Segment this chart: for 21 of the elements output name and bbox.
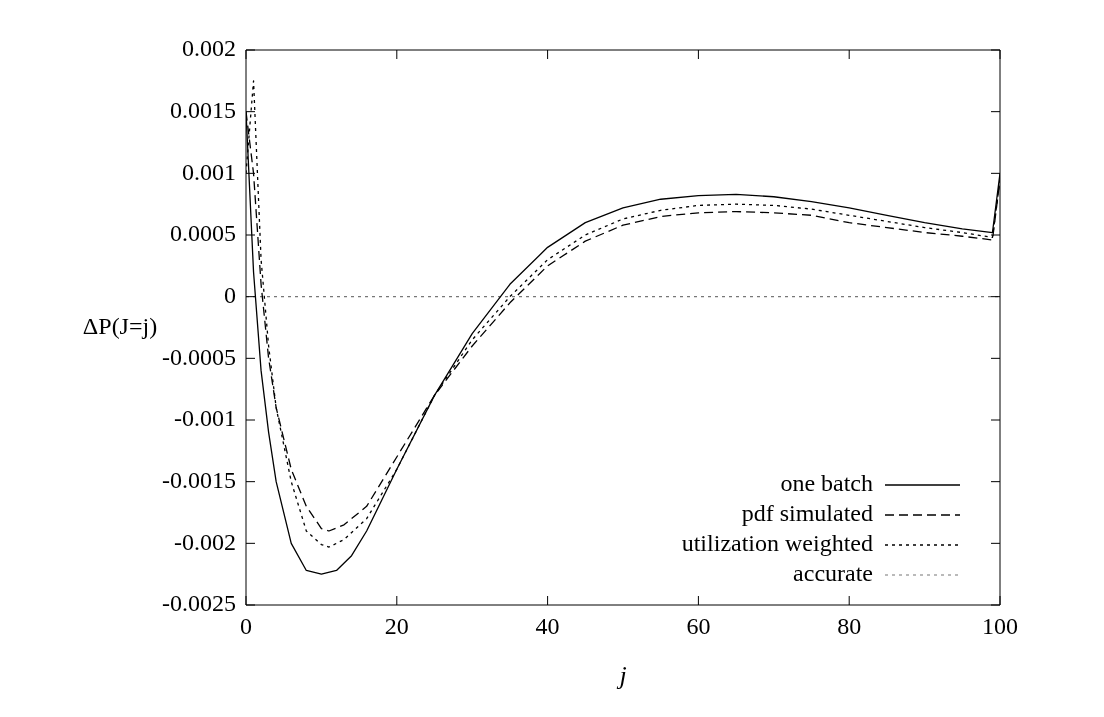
y-tick-label: 0.002	[182, 35, 236, 62]
y-tick-label: -0.001	[174, 405, 236, 432]
y-tick-label: -0.0005	[162, 343, 236, 370]
legend-label: utilization weighted	[681, 530, 873, 557]
y-axis-title: ΔP(J=j)	[82, 312, 158, 339]
legend-label: one batch	[780, 470, 873, 497]
legend-label: accurate	[793, 560, 873, 587]
x-tick-label: 100	[982, 612, 1018, 639]
y-tick-label: -0.0015	[162, 466, 236, 493]
y-tick-label: -0.0025	[162, 590, 236, 617]
y-tick-label: 0.0005	[170, 220, 236, 247]
y-tick-label: 0	[224, 281, 236, 308]
x-tick-label: 60	[686, 612, 711, 639]
x-axis-title: j	[616, 661, 627, 691]
legend-label: pdf simulated	[741, 500, 873, 527]
x-tick-label: 20	[384, 612, 409, 639]
y-tick-label: 0.001	[182, 158, 236, 185]
x-tick-label: 80	[837, 612, 862, 639]
y-tick-label: 0.0015	[170, 96, 236, 123]
y-tick-label: -0.002	[174, 528, 236, 555]
x-tick-label: 40	[535, 612, 560, 639]
